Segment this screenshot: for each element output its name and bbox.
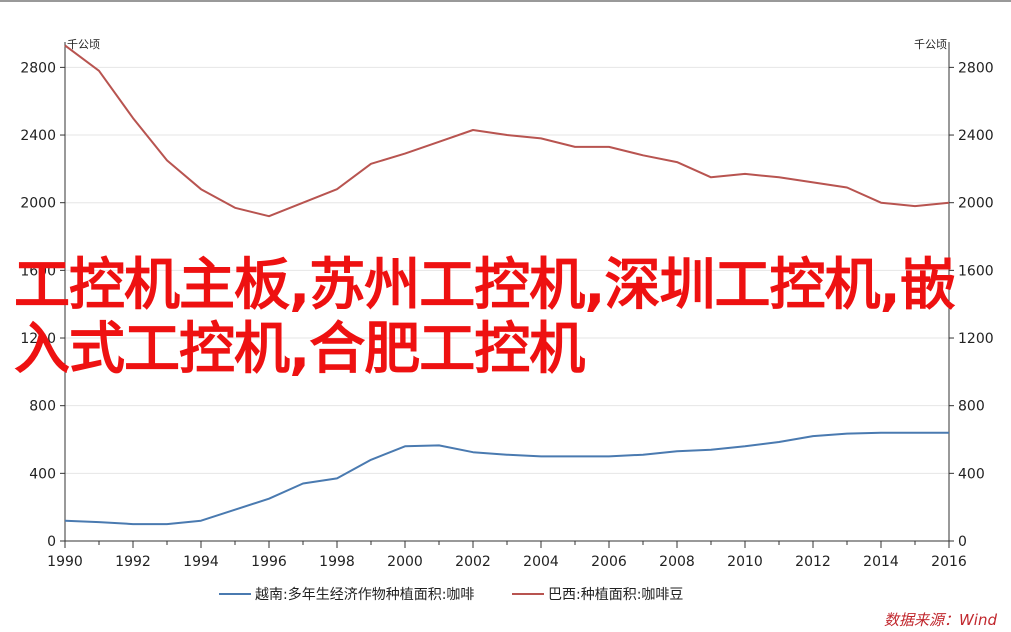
- x-tick-label: 1992: [115, 554, 151, 570]
- x-tick-label: 2008: [659, 554, 695, 570]
- right-axis-unit: 千公顷: [914, 38, 947, 51]
- left-axis-unit: 千公顷: [67, 38, 100, 51]
- y-tick-label-right: 0: [958, 534, 967, 550]
- axes: 0 0 400 400 800 800 1200 1200 1600 1600 2000 2000 24…: [0, 0, 1011, 570]
- overlay-watermark-text: 工控机主板,苏州工控机,深圳工控机,嵌入式工控机,合肥工控机: [14, 253, 956, 382]
- x-tick-label: 1996: [251, 554, 287, 570]
- series-line-2: [64, 44, 950, 218]
- x-tick-label: 1998: [319, 554, 355, 570]
- x-tick-label: 2014: [863, 554, 899, 570]
- x-tick-label: 2000: [387, 554, 423, 570]
- x-tick-label: 2016: [931, 554, 967, 570]
- y-tick-label-right: 800: [958, 399, 985, 415]
- x-tick-label: 2010: [727, 554, 763, 570]
- y-tick-label-right: 2400: [958, 128, 994, 144]
- y-tick-label-right: 1600: [958, 263, 994, 279]
- y-tick-label-left: 1600: [20, 263, 56, 279]
- legend-label-1: 越南:多年生经济作物种植面积:咖啡: [255, 586, 474, 603]
- x-tick-label: 1994: [183, 554, 219, 570]
- y-tick-label-left: 400: [29, 466, 56, 482]
- series-lines: [64, 44, 950, 526]
- x-tick-label: 2002: [455, 554, 491, 570]
- series-line-1: [64, 431, 949, 526]
- y-tick-label-left: 800: [29, 399, 56, 415]
- y-tick-label-left: 2800: [20, 60, 56, 76]
- y-tick-label-right: 400: [958, 466, 985, 482]
- x-tick-label: 1990: [47, 554, 83, 570]
- legend: 越南:多年生经济作物种植面积:咖啡 巴西:种植面积:咖啡豆: [219, 586, 683, 603]
- y-tick-label-left: 1200: [20, 331, 56, 347]
- source-note: 数据来源：Wind: [883, 611, 997, 629]
- y-tick-label-right: 2800: [958, 60, 994, 76]
- y-tick-label-left: 2400: [20, 128, 56, 144]
- x-tick-label: 2004: [523, 554, 559, 570]
- legend-label-2: 巴西:种植面积:咖啡豆: [548, 587, 683, 603]
- x-tick-label: 2012: [795, 554, 831, 570]
- y-tick-label-right: 2000: [958, 196, 994, 212]
- y-tick-label-left: 2000: [20, 196, 56, 212]
- y-tick-label-right: 1200: [958, 331, 994, 347]
- y-tick-label-left: 0: [47, 534, 56, 550]
- x-tick-label: 2006: [591, 554, 627, 570]
